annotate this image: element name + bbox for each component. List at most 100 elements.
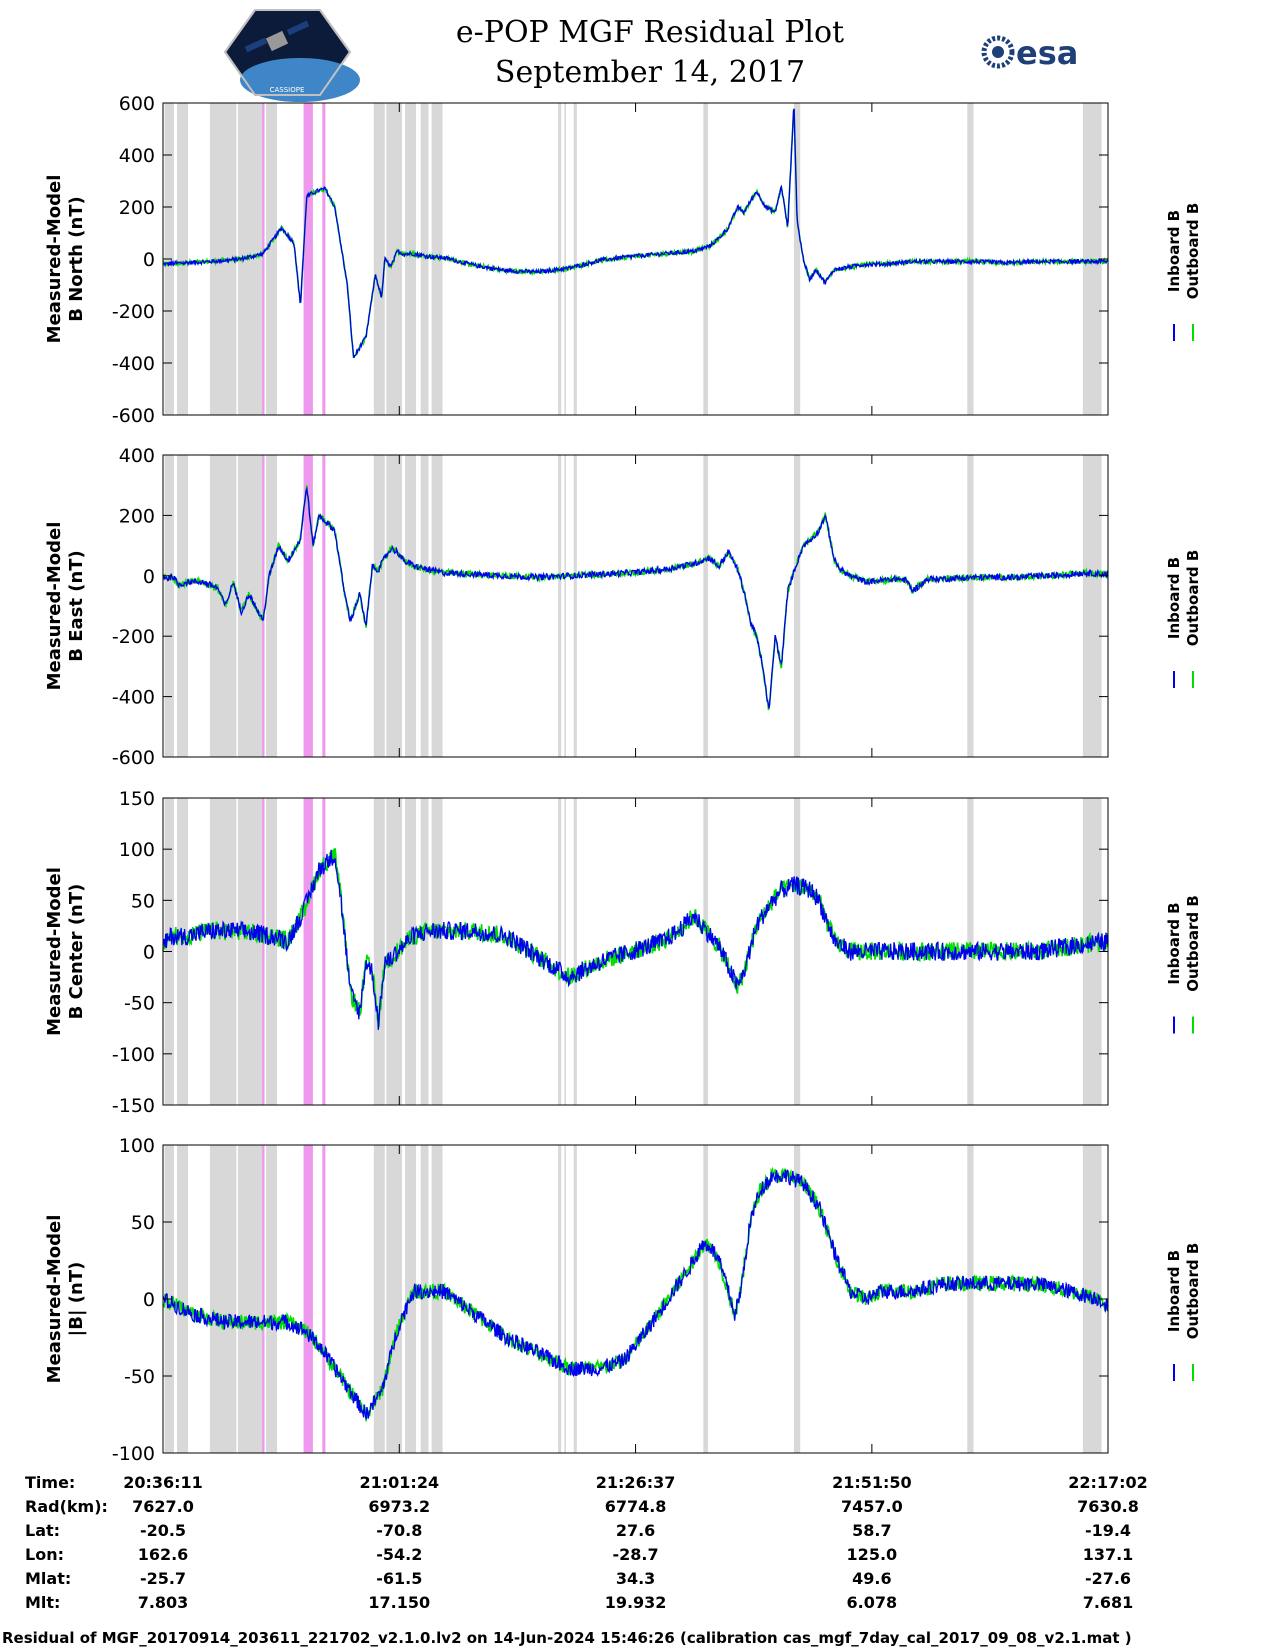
magenta-band [303, 103, 313, 415]
table-cell: 162.6 [138, 1545, 189, 1564]
table-cell: 7.681 [1083, 1593, 1134, 1612]
gray-band [373, 103, 385, 415]
y-tick-label: 600 [119, 93, 155, 115]
gray-band [420, 1145, 429, 1453]
gray-band [573, 455, 577, 757]
table-cell: -61.5 [376, 1569, 422, 1588]
inboard-b-line [163, 108, 1109, 359]
gray-band [558, 798, 562, 1105]
magenta-band [262, 455, 265, 757]
y-axis-label-line-2: B Center (nT) [66, 884, 87, 1020]
table-cell: -28.7 [613, 1545, 659, 1564]
gray-band [793, 103, 801, 415]
gray-band [558, 455, 562, 757]
table-cell: 7627.0 [132, 1497, 194, 1516]
gray-band [420, 103, 429, 415]
table-cell: -70.8 [376, 1521, 422, 1540]
gray-band [564, 798, 566, 1105]
row-label-mlat: Mlat: [25, 1569, 71, 1588]
footer-caption: Residual of MGF_20170914_203611_221702_v… [2, 1629, 1132, 1647]
magenta-band [322, 103, 326, 415]
table-cell: -27.6 [1085, 1569, 1131, 1588]
legend-outboard-label: Outboard B [1184, 550, 1202, 647]
gray-band [237, 798, 263, 1105]
panel-4: -100 -50 0 50 100 Measured-Model |B| (nT) Inboa… [44, 1135, 1202, 1465]
y-tick-label: -50 [124, 1366, 155, 1388]
gray-band [237, 455, 263, 757]
table-cell: 6973.2 [368, 1497, 430, 1516]
gray-band [177, 455, 188, 757]
row-label-lat: Lat: [25, 1521, 60, 1540]
y-tick-label: -200 [112, 301, 155, 323]
gray-band [405, 455, 416, 757]
legend-outboard-label: Outboard B [1184, 895, 1202, 992]
gray-band [209, 455, 237, 757]
magenta-band [322, 455, 326, 757]
y-tick-label: 150 [119, 788, 155, 810]
table-cell: 22:17:02 [1068, 1473, 1148, 1492]
y-tick-label: 0 [143, 1289, 155, 1311]
gray-band [564, 103, 566, 415]
inboard-b-line [162, 486, 1109, 709]
y-tick-label: -200 [112, 626, 155, 648]
y-tick-label: 400 [119, 145, 155, 167]
y-tick-label: -100 [112, 1443, 155, 1465]
table-cell: 21:01:24 [359, 1473, 439, 1492]
gray-band [793, 798, 801, 1105]
magenta-band [303, 455, 313, 757]
magenta-band [303, 798, 313, 1105]
table-cell: 21:26:37 [596, 1473, 676, 1492]
gray-band [1082, 455, 1102, 757]
y-axis-label-line-1: Measured-Model [44, 175, 65, 344]
panel-2: -600 -400 -200 0 200 400 Measured-Model B East … [44, 445, 1202, 769]
table-cell: 34.3 [616, 1569, 655, 1588]
gray-band [967, 103, 974, 415]
y-axis-label-line-1: Measured-Model [44, 1215, 65, 1384]
y-tick-label: 50 [131, 890, 155, 912]
table-cell: 6.078 [847, 1593, 898, 1612]
y-axis-label-line-2: B North (nT) [66, 196, 87, 322]
gray-band [1082, 103, 1102, 415]
gray-band [177, 103, 188, 415]
inboard-b-line [162, 1169, 1109, 1420]
row-label-time: Time: [25, 1473, 75, 1492]
gray-band [703, 1145, 709, 1453]
legend-inboard-label: Inboard B [1165, 902, 1183, 984]
table-cell: -25.7 [140, 1569, 186, 1588]
magenta-band [262, 1145, 265, 1453]
y-tick-label: -150 [112, 1095, 155, 1117]
gray-band [431, 798, 443, 1105]
gray-band [1082, 798, 1102, 1105]
gray-band [420, 455, 429, 757]
table-cell: 7457.0 [841, 1497, 903, 1516]
gray-band [564, 455, 566, 757]
gray-band [573, 103, 577, 415]
gray-band [405, 798, 416, 1105]
y-tick-label: -400 [112, 687, 155, 709]
gray-band [703, 798, 709, 1105]
magenta-band [262, 798, 265, 1105]
gray-band [793, 1145, 801, 1453]
row-label-mlt: Mlt: [25, 1593, 60, 1612]
gray-band [209, 1145, 237, 1453]
orbit-table-values: 20:36:11 7627.0 -20.5 162.6 -25.7 7.803 21:01:… [123, 1473, 1148, 1612]
gray-band [266, 455, 278, 757]
gray-band [967, 1145, 974, 1453]
gray-band [373, 798, 385, 1105]
gray-band [573, 1145, 577, 1453]
gray-band [431, 455, 443, 757]
y-tick-label: 400 [119, 445, 155, 467]
gray-band [373, 455, 385, 757]
orbit-table: Time: Rad(km): Lat: Lon: Mlat: Mlt: [25, 1473, 108, 1612]
legend-outboard-label: Outboard B [1184, 203, 1202, 300]
gray-band [266, 798, 278, 1105]
gray-band [266, 1145, 278, 1453]
table-cell: 49.6 [852, 1569, 891, 1588]
table-cell: 20:36:11 [123, 1473, 203, 1492]
inboard-b-line [162, 849, 1109, 1030]
table-cell: -20.5 [140, 1521, 186, 1540]
table-cell: -19.4 [1085, 1521, 1131, 1540]
y-tick-label: 0 [143, 942, 155, 964]
gray-band [703, 455, 709, 757]
